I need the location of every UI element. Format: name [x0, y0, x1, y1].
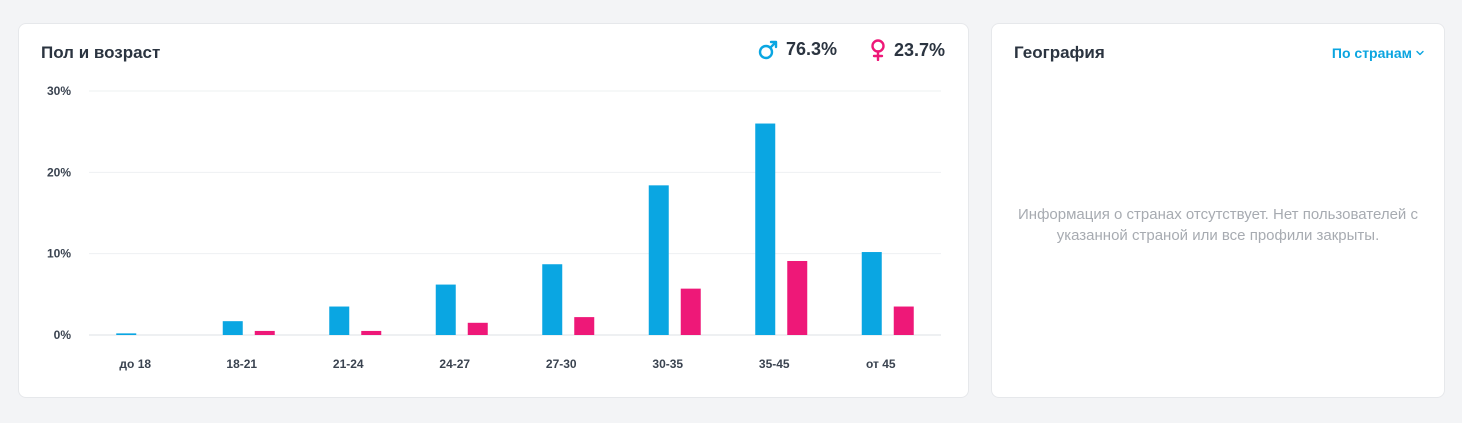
female-bar: [680, 288, 701, 335]
geography-card: География По странам Информация о страна…: [991, 23, 1445, 398]
y-tick-label: 10%: [47, 247, 71, 261]
x-tick-label: 21-24: [333, 357, 364, 371]
x-tick-label: 24-27: [439, 357, 470, 371]
female-symbol-icon: [871, 39, 885, 61]
female-percent: 23.7%: [894, 39, 946, 60]
male-symbol-icon: [758, 40, 778, 59]
male-bar: [329, 306, 350, 335]
female-bar: [467, 322, 488, 335]
x-tick-label: от 45: [866, 357, 896, 371]
female-bar: [574, 317, 595, 335]
y-tick-label: 30%: [47, 84, 71, 98]
female-share: 23.7%: [870, 39, 945, 61]
male-bar: [222, 321, 243, 335]
y-tick-label: 20%: [47, 165, 71, 179]
x-tick-label: 30-35: [652, 357, 683, 371]
male-bar: [435, 284, 456, 335]
x-tick-label: 18-21: [226, 357, 257, 371]
female-bar: [893, 306, 914, 335]
geography-empty-message: Информация о странах отсутствует. Нет по…: [1018, 206, 1418, 244]
female-bar: [361, 330, 382, 335]
chevron-down-icon: [1416, 50, 1424, 56]
male-share: 76.3%: [758, 39, 837, 60]
y-tick-label: 0%: [54, 328, 72, 342]
age-gender-bar-chart: 0% 10% 20% 30% до 18 18-21 21-24 24-27 27-30 30-3…: [47, 84, 941, 371]
gender-age-card: Пол и возраст 76.3% 23.7% 0% 10% 20% 30% до …: [18, 23, 969, 398]
male-bar: [116, 333, 137, 335]
geography-mode-dropdown[interactable]: По странам: [1332, 45, 1424, 61]
male-percent: 76.3%: [786, 39, 838, 59]
x-tick-label: до 18: [119, 357, 151, 371]
male-bar: [861, 252, 882, 335]
male-bar: [755, 123, 776, 336]
male-bar: [648, 185, 669, 335]
female-bar: [787, 260, 808, 335]
geography-title: География: [1014, 43, 1105, 62]
male-bar: [542, 264, 563, 335]
x-tick-label: 35-45: [759, 357, 790, 371]
x-tick-label: 27-30: [546, 357, 577, 371]
female-bar: [254, 330, 275, 335]
gender-age-title: Пол и возраст: [41, 43, 161, 62]
geography-mode-label: По странам: [1331, 45, 1412, 61]
